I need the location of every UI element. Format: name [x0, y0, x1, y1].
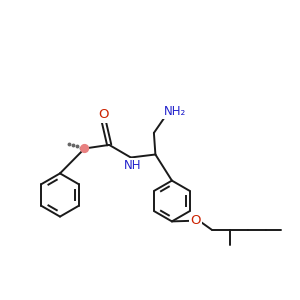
Text: O: O [190, 214, 200, 227]
Text: NH₂: NH₂ [164, 104, 186, 118]
Text: NH: NH [124, 159, 141, 172]
Text: O: O [98, 108, 109, 122]
Circle shape [81, 145, 88, 152]
